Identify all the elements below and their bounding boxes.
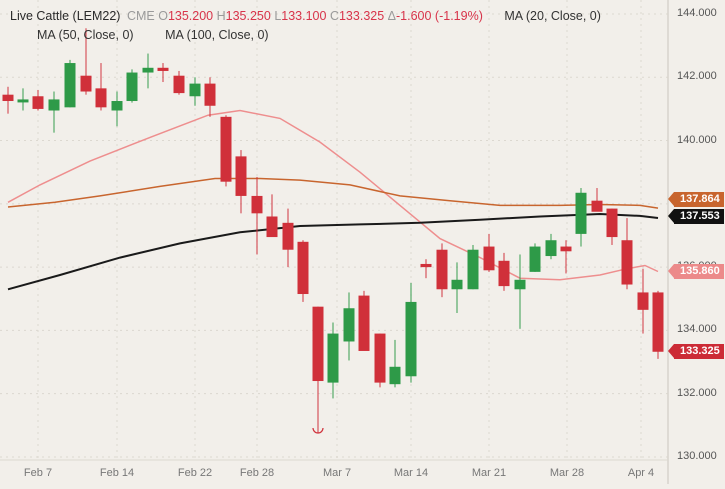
- chart-header-quote: Live Cattle (LEM22) CME O135.200 H135.25…: [10, 9, 601, 23]
- close-label: C: [329, 9, 339, 23]
- change-value: -1.600 (-1.19%): [396, 9, 483, 23]
- legend-ma100[interactable]: MA (100, Close, 0): [165, 28, 269, 42]
- legend-ma20[interactable]: MA (20, Close, 0): [504, 9, 601, 23]
- open-value: 135.200: [167, 9, 214, 23]
- high-value: 135.250: [225, 9, 271, 23]
- exchange-label: CME: [126, 9, 155, 23]
- ma20-price-tag: 135.860: [668, 264, 724, 280]
- price-tick-label: 132.000: [677, 386, 717, 399]
- low-label: L: [274, 9, 282, 23]
- price-tick-label: 142.000: [677, 70, 717, 83]
- last-price-tag: 133.325: [668, 344, 724, 360]
- price-tick-label: 140.000: [677, 133, 717, 146]
- legend-ma50[interactable]: MA (50, Close, 0): [37, 28, 134, 42]
- date-tick-label: Feb 7: [23, 467, 53, 479]
- date-tick-label: Mar 7: [322, 467, 352, 479]
- date-tick-label: Mar 28: [549, 467, 585, 479]
- ma100-price-tag: 137.553: [668, 209, 724, 225]
- date-tick-label: Feb 28: [239, 467, 275, 479]
- date-tick-label: Mar 21: [471, 467, 507, 479]
- date-tick-label: Mar 14: [393, 467, 429, 479]
- close-value: 133.325: [338, 9, 385, 23]
- date-tick-label: Feb 22: [177, 467, 213, 479]
- high-label: H: [216, 9, 226, 23]
- ma50-price-tag: 137.864: [668, 191, 724, 207]
- price-tick-label: 130.000: [677, 449, 717, 462]
- open-label: O: [158, 9, 168, 23]
- chart-header-indicators: MA (50, Close, 0) MA (100, Close, 0): [37, 28, 269, 42]
- date-tick-label: Apr 4: [627, 467, 655, 479]
- price-tick-label: 134.000: [677, 323, 717, 336]
- low-value: 133.100: [281, 9, 327, 23]
- change-label: Δ: [387, 9, 397, 23]
- price-tick-label: 144.000: [677, 7, 717, 19]
- symbol-name: Live Cattle (LEM22): [10, 9, 121, 23]
- date-tick-label: Feb 14: [99, 467, 135, 479]
